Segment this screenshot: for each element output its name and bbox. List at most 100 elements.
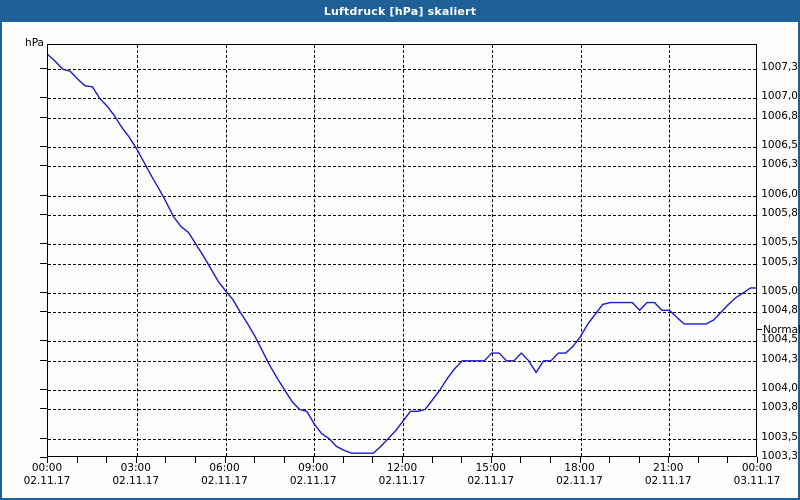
gridline-horizontal [48, 389, 756, 391]
x-tick-date: 02.11.17 [23, 475, 71, 487]
y-tick-label: 1006,8 [761, 109, 798, 122]
x-tick-time: 06:00 [209, 462, 240, 474]
x-tick-mark [461, 457, 463, 463]
x-tick-date: 02.11.17 [644, 475, 692, 487]
y-tick-label: 1003,8 [761, 401, 798, 414]
pressure-series-line [48, 54, 756, 454]
gridline-vertical [225, 45, 227, 456]
gridline-horizontal [48, 341, 756, 343]
x-tick-time: 09:00 [298, 462, 329, 474]
x-tick-label: 00:00 03.11.17 [717, 462, 797, 488]
x-tick-label: 03:00 02.11.17 [96, 462, 176, 488]
x-tick-mark [520, 457, 522, 463]
x-tick-mark [194, 457, 196, 463]
x-tick-time: 21:00 [653, 462, 684, 474]
y-tick-mark [40, 194, 47, 196]
x-tick-mark [490, 457, 492, 463]
plot-area [47, 44, 757, 457]
gridline-vertical [669, 45, 671, 456]
x-tick-time: 00:00 [31, 462, 63, 474]
y-tick-label: 1003,5 [761, 430, 798, 443]
y-tick-mark [40, 359, 47, 361]
y-tick-label: 1005,3 [761, 255, 798, 268]
y-tick-label: 1005,0 [761, 284, 798, 297]
y-tick-label: 1006,0 [761, 187, 798, 200]
y-tick-mark [40, 437, 47, 439]
x-tick-time: 15:00 [475, 462, 506, 474]
window-title: Luftdruck [hPa] skaliert [2, 2, 798, 22]
gridline-vertical [314, 45, 316, 456]
y-tick-mark [40, 388, 47, 390]
y-tick-label: 1004,5 [761, 333, 798, 346]
x-tick-mark [668, 457, 670, 463]
x-tick-mark [431, 457, 433, 463]
x-tick-label: 09:00 02.11.17 [273, 462, 353, 488]
gridline-horizontal [48, 195, 756, 197]
x-tick-mark [402, 457, 403, 463]
gridline-horizontal [48, 98, 756, 100]
x-tick-mark [579, 457, 581, 463]
x-tick-mark [254, 457, 256, 463]
x-tick-mark [224, 457, 226, 463]
y-tick-mark [40, 291, 47, 293]
y-tick-label: 1003,3 [761, 450, 798, 462]
gridline-horizontal [48, 69, 756, 71]
gridline-horizontal [48, 438, 756, 440]
gridline-vertical [491, 45, 493, 456]
x-tick-mark [135, 457, 137, 463]
x-tick-time: 03:00 [120, 462, 151, 474]
gridline-horizontal [48, 292, 756, 294]
x-tick-date: 02.11.17 [378, 475, 426, 487]
x-tick-date: 02.11.17 [467, 475, 515, 487]
x-tick-label: 18:00 02.11.17 [540, 462, 620, 488]
x-tick-time: 12:00 [386, 462, 418, 474]
y-tick-mark [40, 243, 47, 245]
y-tick-mark [40, 116, 47, 118]
y-tick-label: 1004,3 [761, 352, 798, 365]
gridline-horizontal [48, 409, 756, 411]
y-tick-mark [40, 68, 47, 70]
gridline-vertical [136, 45, 138, 456]
x-tick-mark [697, 457, 699, 463]
y-tick-label: 1004,8 [761, 304, 798, 317]
x-tick-label: 15:00 02.11.17 [451, 462, 531, 488]
gridline-horizontal [48, 312, 756, 314]
gridline-horizontal [48, 147, 756, 149]
chart-canvas: hPa 1007,3 1007,0 1006,8 1006,5 1006,3 1006,0… [2, 22, 800, 498]
y-tick-mark [40, 457, 47, 458]
normal-reference-marker: Normal [757, 324, 800, 336]
normal-label: Normal [763, 323, 800, 336]
y-tick-label: 1007,3 [761, 61, 798, 74]
y-tick-mark [40, 165, 47, 167]
x-tick-mark [76, 457, 78, 463]
x-tick-mark [47, 457, 48, 463]
y-tick-label: 1004,0 [761, 381, 798, 394]
y-tick-mark [40, 311, 47, 313]
gridline-horizontal [48, 244, 756, 246]
y-tick-label: 1005,5 [761, 236, 798, 249]
x-tick-mark [372, 457, 374, 463]
x-tick-mark [727, 457, 729, 463]
x-tick-label: 06:00 02.11.17 [185, 462, 265, 488]
gridline-horizontal [48, 117, 756, 119]
x-tick-time: 00:00 [741, 462, 773, 474]
x-tick-mark [165, 457, 167, 463]
y-tick-label: 1006,5 [761, 139, 798, 152]
x-tick-mark [283, 457, 285, 463]
gridline-horizontal [48, 263, 756, 265]
gridline-horizontal [48, 215, 756, 217]
y-axis-unit-label: hPa [25, 37, 44, 49]
gridline-vertical [580, 45, 582, 456]
y-tick-mark [40, 214, 47, 216]
y-tick-label: 1005,8 [761, 207, 798, 220]
x-tick-date: 02.11.17 [556, 475, 603, 487]
y-tick-mark [40, 97, 47, 99]
y-tick-label: 1007,0 [761, 90, 798, 103]
y-tick-mark [40, 146, 47, 148]
gridline-horizontal [48, 360, 756, 362]
x-tick-date: 02.11.17 [201, 475, 248, 487]
x-tick-mark [609, 457, 611, 463]
x-tick-date: 02.11.17 [112, 475, 160, 487]
x-tick-time: 18:00 [564, 462, 595, 474]
